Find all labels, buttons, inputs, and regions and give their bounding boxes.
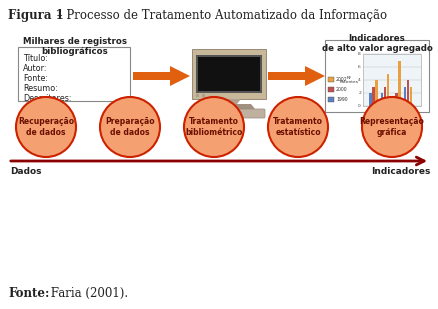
Circle shape	[184, 97, 244, 157]
Text: 8: 8	[358, 52, 361, 56]
FancyBboxPatch shape	[196, 94, 199, 97]
Bar	[381, 93, 383, 106]
Text: D: D	[406, 109, 410, 114]
Text: Recuperação
de dados: Recuperação de dados	[18, 117, 74, 137]
Bar	[398, 61, 401, 106]
Polygon shape	[268, 72, 305, 80]
Text: B: B	[383, 109, 387, 114]
Bar	[328, 77, 334, 82]
FancyBboxPatch shape	[193, 109, 265, 118]
Circle shape	[362, 97, 422, 157]
FancyBboxPatch shape	[202, 94, 205, 97]
Bar	[392, 99, 395, 106]
Text: Autor:: Autor:	[23, 64, 47, 73]
Circle shape	[16, 97, 76, 157]
Text: Figura 1: Figura 1	[8, 9, 64, 22]
Text: Indicadores
de alto valor agregado: Indicadores de alto valor agregado	[321, 34, 432, 53]
Text: Representação
gráfica: Representação gráfica	[360, 117, 424, 137]
Text: A: A	[372, 109, 375, 114]
Text: Fonte:: Fonte:	[8, 287, 49, 300]
Bar	[403, 87, 406, 106]
Text: 2002: 2002	[336, 77, 348, 82]
FancyBboxPatch shape	[325, 40, 429, 112]
Text: Milhares de registros
bibliográficos: Milhares de registros bibliográficos	[23, 37, 127, 57]
Text: 0: 0	[358, 104, 361, 108]
FancyBboxPatch shape	[196, 55, 262, 93]
Text: Indicadores: Indicadores	[371, 167, 430, 176]
FancyBboxPatch shape	[192, 49, 266, 99]
Text: 2000: 2000	[336, 87, 348, 92]
Text: C: C	[395, 109, 398, 114]
Bar	[386, 74, 389, 106]
FancyBboxPatch shape	[18, 47, 130, 101]
Bar	[372, 87, 374, 106]
Text: Faria (2001).: Faria (2001).	[47, 287, 128, 300]
FancyBboxPatch shape	[363, 54, 421, 106]
Text: 6: 6	[358, 65, 361, 69]
Polygon shape	[217, 99, 241, 104]
Circle shape	[100, 97, 160, 157]
Text: Fonte:: Fonte:	[23, 74, 48, 83]
Bar	[395, 93, 398, 106]
Text: Dados: Dados	[10, 167, 42, 176]
Text: Título:: Título:	[23, 54, 48, 63]
Bar	[384, 87, 386, 106]
Text: – Processo de Tratamento Automatizado da Informação: – Processo de Tratamento Automatizado da…	[53, 9, 387, 22]
Circle shape	[268, 97, 328, 157]
Text: Preparação
de dados: Preparação de dados	[105, 117, 155, 137]
Text: Resumo:: Resumo:	[23, 84, 58, 93]
Text: 2: 2	[358, 91, 361, 95]
Text: 4: 4	[358, 78, 361, 82]
Bar	[406, 80, 409, 106]
Text: Tecnologias: Tecnologias	[377, 115, 407, 120]
Text: Tratamento
estatístico: Tratamento estatístico	[273, 117, 323, 137]
Polygon shape	[203, 104, 255, 109]
Bar	[328, 87, 334, 92]
Polygon shape	[170, 66, 190, 86]
Text: Tratamento
bibliométrico: Tratamento bibliométrico	[185, 117, 243, 137]
Bar	[375, 80, 378, 106]
Text: N°
Patentes: N° Patentes	[339, 76, 358, 84]
Text: Descritores:: Descritores:	[23, 94, 71, 103]
FancyBboxPatch shape	[198, 57, 260, 91]
Polygon shape	[133, 72, 170, 80]
Text: 1990: 1990	[336, 97, 348, 102]
Bar	[369, 93, 372, 106]
Bar	[328, 97, 334, 102]
Bar	[410, 87, 412, 106]
Polygon shape	[305, 66, 325, 86]
